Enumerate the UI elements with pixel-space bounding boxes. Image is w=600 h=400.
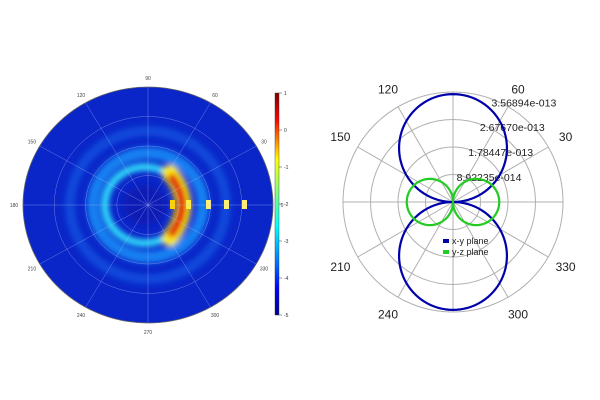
heatmap-angle-label: 120 <box>77 93 86 99</box>
radial-tick-label: 1.78447e-013 <box>468 147 533 159</box>
colorbar-ticks: 1 0 -1 -2 -3 -4 -5 <box>279 91 289 319</box>
polar-angle-label: 300 <box>508 308 528 322</box>
radial-tick-label: 2.67670e-013 <box>480 122 545 134</box>
legend-swatch <box>443 239 449 243</box>
heatmap-spot <box>224 200 229 209</box>
heatmap-panel: 0 30 60 90 120 150 180 210 240 270 300 330 1 0 -1 -2 -3… <box>10 76 289 336</box>
heatmap-angle-label: 210 <box>28 267 37 273</box>
heatmap-grid-spoke <box>147 204 257 265</box>
radial-tick-labels: 8.92235e-014 1.78447e-013 2.67670e-013 3.56… <box>457 97 557 184</box>
heatmap-angle-label: 0 <box>281 203 284 209</box>
heatmap-grid-spoke <box>147 102 211 206</box>
heatmap-spot <box>186 200 191 209</box>
polar-grid-spoke <box>397 106 454 203</box>
polar-series <box>398 93 508 311</box>
heatmap-grid-spoke <box>85 204 149 308</box>
heatmap-angle-label: 330 <box>260 267 269 273</box>
polar-angle-label: 150 <box>330 130 350 144</box>
colorbar-scale <box>274 92 280 316</box>
heatmap-field <box>23 87 273 323</box>
series-line <box>405 177 501 227</box>
heatmap-spot <box>206 200 211 209</box>
heatmap-angle-label: 90 <box>145 76 151 82</box>
colorbar-tick-label: -4 <box>284 276 289 282</box>
colorbar-tick-label: 1 <box>284 91 287 97</box>
heatmap-grid-spoke <box>39 204 149 265</box>
colorbar-tick-label: -3 <box>284 239 289 245</box>
colorbar-tick-label: 0 <box>284 128 287 134</box>
polar-angle-labels: 30 60 120 150 210 240 300 330 <box>330 82 576 321</box>
heatmap-angle-label: 60 <box>212 93 218 99</box>
heatmap-grid-spoke <box>85 102 149 206</box>
legend-swatch <box>443 250 449 254</box>
heatmap-spot <box>170 200 175 209</box>
legend-label: x-y plane <box>452 236 489 246</box>
polar-angle-label: 210 <box>330 260 350 274</box>
heatmap-angle-label: 180 <box>10 203 19 209</box>
heatmap-angle-label: 150 <box>28 140 37 146</box>
heatmap-angle-labels: 0 30 60 90 120 150 180 210 240 270 300 330 <box>10 76 284 336</box>
heatmap-border <box>22 86 274 324</box>
heatmap-grid-spoke <box>147 145 257 206</box>
polar-grid-spoke <box>452 201 509 298</box>
heatmap-grid-spoke <box>147 204 211 308</box>
radial-tick-label: 8.92235e-014 <box>457 172 522 184</box>
heatmap-angle-label: 240 <box>77 313 86 319</box>
polar-grid-spoke <box>452 106 509 203</box>
heatmap-grid <box>23 87 273 323</box>
polar-angle-label: 30 <box>559 130 573 144</box>
polar-grid <box>342 91 564 313</box>
polar-angle-label: 240 <box>378 308 398 322</box>
polar-angle-label: 120 <box>378 82 398 96</box>
colorbar-tick-label: -1 <box>284 165 289 171</box>
colorbar: 1 0 -1 -2 -3 -4 -5 <box>274 91 289 319</box>
radial-tick-label: 3.56894e-013 <box>491 97 556 109</box>
polar-line-panel: 8.92235e-014 1.78447e-013 2.67670e-013 3.56… <box>330 82 576 321</box>
heatmap-angle-label: 30 <box>261 140 267 146</box>
heatmap-spot <box>242 200 247 209</box>
legend-label: y-z plane <box>452 247 489 257</box>
heatmap-grid-spoke <box>39 145 149 206</box>
polar-angle-label: 60 <box>511 82 525 96</box>
heatmap-spots <box>170 200 247 209</box>
polar-angle-label: 330 <box>556 260 576 274</box>
heatmap-angle-label: 300 <box>211 313 220 319</box>
colorbar-tick-label: -2 <box>284 202 289 208</box>
colorbar-tick-label: -5 <box>284 313 289 319</box>
heatmap-angle-label: 270 <box>144 330 153 336</box>
polar-grid-spoke <box>397 201 454 298</box>
